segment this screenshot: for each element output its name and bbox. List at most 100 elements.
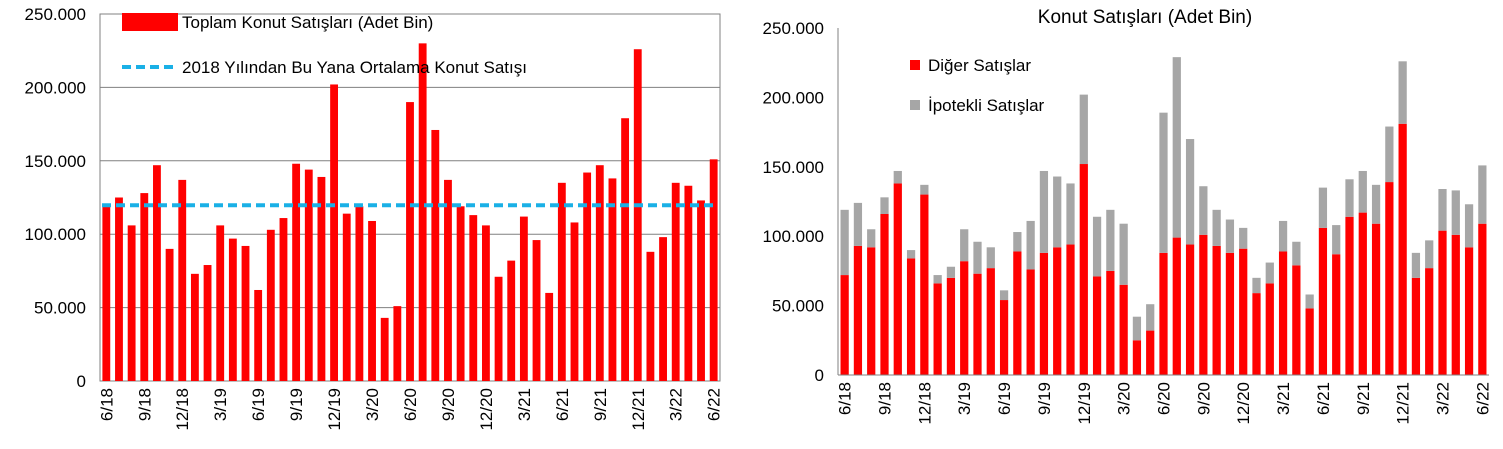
y-tick-label: 0 <box>815 366 824 385</box>
bar-total-10/20 <box>456 206 465 381</box>
y-tick-label: 150.000 <box>763 158 824 177</box>
bar-other-9/21 <box>1358 212 1367 375</box>
x-tick-label: 6/19 <box>249 388 268 421</box>
bar-mortgage-9/19 <box>1039 170 1049 253</box>
bar-mortgage-11/18 <box>906 250 916 259</box>
bar-total-1/19 <box>190 273 199 381</box>
x-tick-label: 3/19 <box>211 388 230 421</box>
bar-total-3/19 <box>216 225 225 381</box>
bar-other-5/22 <box>1464 247 1474 375</box>
bar-mortgage-3/20 <box>1119 223 1128 285</box>
x-tick-label: 9/20 <box>439 388 458 421</box>
x-tick-label: 12/19 <box>1075 382 1094 425</box>
bar-total-5/19 <box>241 245 250 381</box>
bar-total-1/21 <box>494 276 503 381</box>
bar-mortgage-3/22 <box>1438 189 1447 231</box>
bar-total-12/20 <box>481 225 490 381</box>
bar-total-9/18 <box>140 193 149 381</box>
bar-total-3/21 <box>519 216 528 381</box>
bar-total-4/22 <box>684 185 693 381</box>
bar-mortgage-8/21 <box>1345 179 1354 217</box>
bar-total-12/21 <box>633 49 642 382</box>
bar-other-6/19 <box>999 300 1009 375</box>
bar-other-1/22 <box>1411 277 1421 375</box>
bar-mortgage-11/19 <box>1066 183 1075 245</box>
bar-other-4/21 <box>1292 265 1301 375</box>
bar-mortgage-5/20 <box>1146 304 1155 331</box>
bar-total-2/22 <box>659 237 667 381</box>
bar-total-4/21 <box>532 240 541 381</box>
bar-mortgage-2/19 <box>946 266 956 278</box>
bar-other-5/20 <box>1146 330 1155 375</box>
bar-total-11/21 <box>621 118 630 381</box>
bar-mortgage-2/22 <box>1425 240 1434 269</box>
bar-mortgage-7/19 <box>1013 232 1022 252</box>
bar-total-8/21 <box>583 172 592 381</box>
y-tick-label: 200.000 <box>25 78 86 97</box>
bar-mortgage-10/19 <box>1053 176 1062 248</box>
bar-mortgage-12/18 <box>920 184 929 195</box>
x-tick-label: 9/19 <box>287 388 306 421</box>
x-tick-label: 9/20 <box>1194 382 1213 415</box>
bar-total-7/21 <box>570 222 579 381</box>
bar-total-6/22 <box>709 159 718 381</box>
bar-mortgage-11/21 <box>1385 126 1394 183</box>
x-tick-label: 9/19 <box>1035 382 1054 415</box>
x-tick-label: 12/20 <box>477 388 496 431</box>
x-axis-tick-labels: 6/18 9/18 12/18 3/19 6/19 9/19 12/19 3/20 6/20 9/… <box>836 382 1493 425</box>
x-tick-label: 3/19 <box>955 382 974 415</box>
bar-other-12/19 <box>1079 164 1088 375</box>
bar-mortgage-9/21 <box>1358 170 1367 213</box>
bar-other-1/21 <box>1252 293 1261 375</box>
bar-other-9/19 <box>1039 252 1049 375</box>
bar-total-2/21 <box>507 260 516 381</box>
bar-total-2/19 <box>203 265 212 381</box>
bar-other-8/21 <box>1345 216 1354 375</box>
bar-other-10/19 <box>1053 247 1062 375</box>
bar-total-10/21 <box>608 178 617 381</box>
bar-other-8/20 <box>1185 244 1195 375</box>
bar-other-7/20 <box>1172 237 1181 375</box>
bar-other-3/21 <box>1278 251 1288 375</box>
bar-mortgage-5/22 <box>1464 204 1474 248</box>
bar-total-7/20 <box>418 43 427 382</box>
bar-other-2/21 <box>1265 283 1274 375</box>
bar-other-10/21 <box>1371 223 1381 375</box>
bar-total-7/18 <box>115 197 123 381</box>
bar-total-5/21 <box>545 292 554 381</box>
bar-total-5/22 <box>697 200 705 381</box>
bar-other-10/20 <box>1212 245 1221 375</box>
bar-total-11/20 <box>469 215 478 381</box>
bar-total-1/22 <box>646 251 655 381</box>
bar-mortgage-4/22 <box>1451 190 1460 235</box>
bars-total <box>102 43 718 382</box>
bar-total-2/20 <box>355 206 364 381</box>
bar-other-9/20 <box>1199 234 1208 375</box>
bar-mortgage-6/22 <box>1478 165 1487 224</box>
x-tick-label: 3/22 <box>1434 382 1453 415</box>
x-tick-label: 6/18 <box>836 382 855 415</box>
chart-total-sales: 0 50.000 100.000 150.000 200.000 250.000 6/18… <box>25 5 724 431</box>
bar-total-8/20 <box>431 129 440 381</box>
bar-mortgage-2/20 <box>1106 209 1115 271</box>
legend-swatch-total <box>122 13 178 31</box>
bar-mortgage-3/19 <box>960 229 969 262</box>
bar-other-5/21 <box>1305 308 1314 375</box>
x-tick-label: 12/18 <box>173 388 192 431</box>
x-tick-label: 9/21 <box>1354 382 1373 415</box>
x-tick-label: 3/20 <box>1115 382 1134 415</box>
bar-other-2/20 <box>1106 270 1115 375</box>
bar-mortgage-7/21 <box>1332 225 1341 255</box>
bar-other-4/19 <box>973 273 982 375</box>
bar-total-11/19 <box>317 176 326 381</box>
bar-other-1/20 <box>1092 276 1102 375</box>
bar-other-6/18 <box>840 275 849 375</box>
bar-mortgage-5/19 <box>986 247 995 269</box>
bar-mortgage-9/18 <box>880 197 889 214</box>
bar-other-7/19 <box>1013 251 1022 375</box>
y-axis-tick-labels: 0 50.000 100.000 150.000 200.000 250.000 <box>763 19 824 385</box>
bar-total-6/18 <box>102 204 111 381</box>
bar-other-11/19 <box>1066 244 1075 375</box>
bar-mortgage-10/20 <box>1212 209 1221 246</box>
